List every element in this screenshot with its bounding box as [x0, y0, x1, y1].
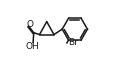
Text: Br: Br	[68, 38, 78, 47]
Text: O: O	[26, 20, 33, 29]
Text: OH: OH	[26, 42, 39, 51]
